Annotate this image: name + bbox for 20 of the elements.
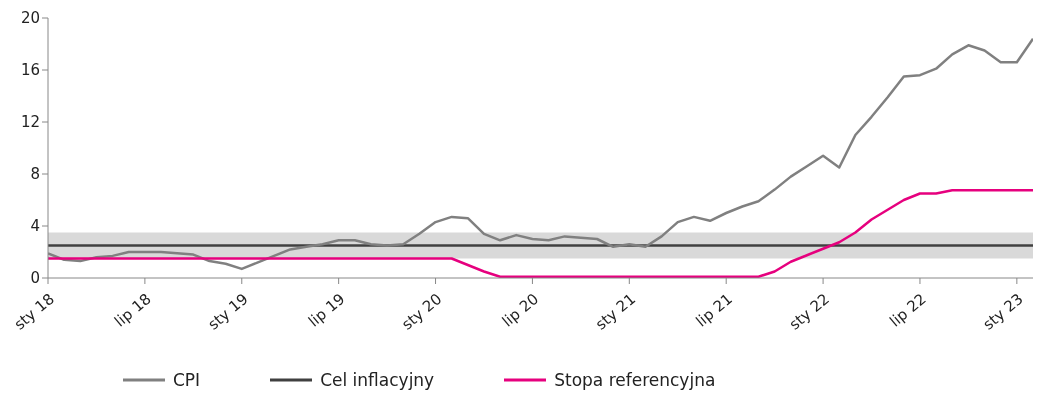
x-tick-label: sty 21	[591, 289, 640, 334]
x-tick-label: lip 21	[692, 289, 736, 331]
y-tick-label: 8	[30, 165, 40, 184]
x-tick-label: lip 19	[304, 289, 349, 331]
y-tick-label: 20	[20, 9, 40, 28]
x-tick-label: lip 22	[886, 289, 930, 331]
y-tick-label: 12	[20, 113, 40, 132]
x-tick-label: lip 20	[498, 289, 543, 331]
x-tick-label: sty 18	[10, 289, 58, 334]
y-tick-label: 0	[30, 269, 40, 288]
y-tick-label: 4	[30, 217, 40, 236]
x-tick-label: sty 20	[398, 289, 446, 334]
legend-label: Stopa referencyjna	[554, 370, 716, 390]
legend-label: Cel inflacyjny	[320, 370, 435, 390]
x-tick-label: sty 19	[204, 289, 252, 334]
y-tick-label: 16	[20, 61, 40, 80]
x-tick-label: lip 18	[111, 289, 155, 331]
x-tick-label: sty 23	[979, 289, 1027, 334]
x-tick-label: sty 22	[785, 289, 833, 334]
legend-label: CPI	[173, 370, 201, 390]
